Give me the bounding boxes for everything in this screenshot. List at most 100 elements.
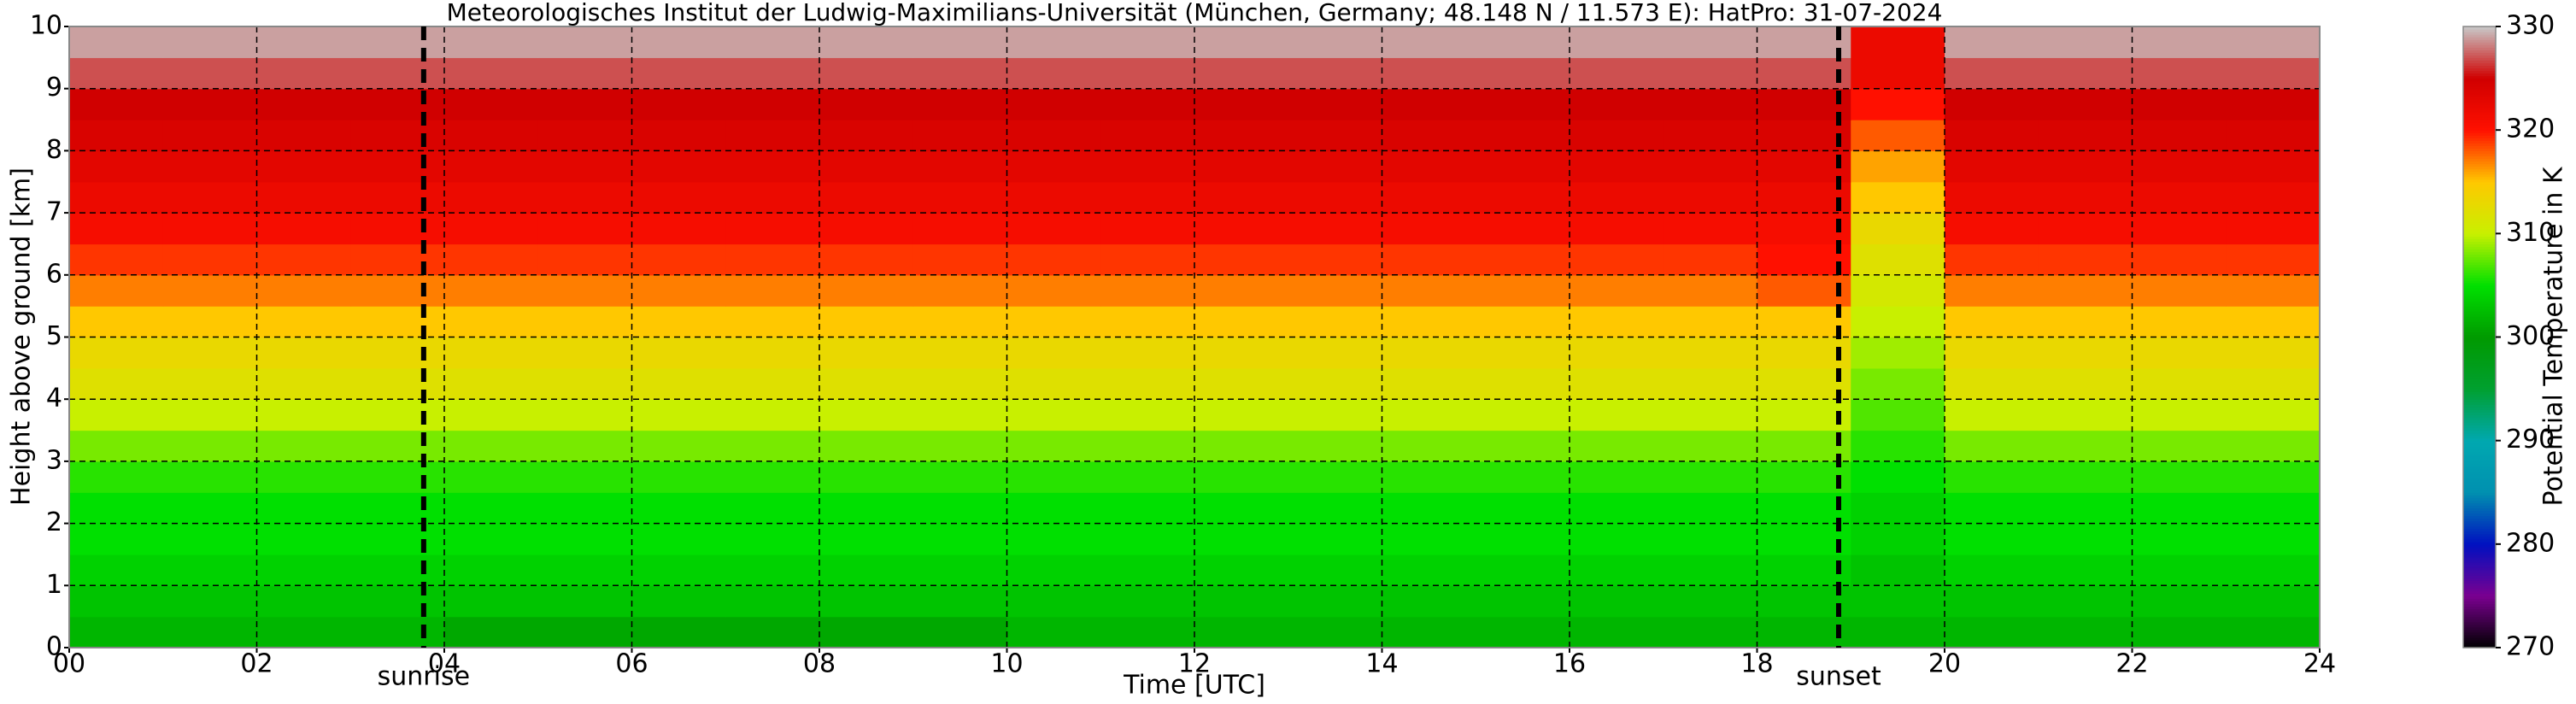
annotation-label: sunset <box>1796 662 1881 692</box>
heat-cell <box>1851 523 1945 555</box>
heat-cell <box>1757 616 1851 648</box>
colorbar-step <box>2463 130 2496 133</box>
heat-cell <box>912 523 1008 555</box>
colorbar-step <box>2463 349 2496 354</box>
colorbar-step <box>2463 461 2496 465</box>
x-tick-label: 24 <box>2303 649 2336 679</box>
heat-cell <box>444 88 539 120</box>
heat-cell <box>725 492 820 525</box>
y-tick-label: 4 <box>46 384 62 414</box>
colorbar-step <box>2463 342 2496 346</box>
heat-cell <box>256 337 351 369</box>
heat-cell <box>1194 26 1289 58</box>
heat-cell <box>537 554 633 586</box>
heat-cell <box>1288 57 1383 90</box>
colorbar-step <box>2463 380 2496 384</box>
heat-cell <box>1757 120 1851 151</box>
heat-cell <box>2038 26 2133 58</box>
heat-cell <box>256 554 351 586</box>
heat-cell <box>2226 274 2321 307</box>
heat-cell <box>1194 492 1289 525</box>
colorbar-tick-label: 280 <box>2506 528 2555 558</box>
heat-cell <box>1570 150 1664 183</box>
heat-cell <box>1945 430 2039 462</box>
heat-cell <box>1851 243 1945 276</box>
colorbar-step <box>2463 114 2496 118</box>
heat-cell <box>1100 306 1195 338</box>
heat-cell <box>537 57 633 90</box>
heat-cell <box>1663 554 1758 586</box>
colorbar-step <box>2463 427 2496 431</box>
heat-cell <box>2038 243 2133 276</box>
y-tick-label: 0 <box>46 632 62 662</box>
heat-cell <box>1945 337 2039 369</box>
colorbar-step <box>2463 590 2496 594</box>
heat-cell <box>1663 616 1758 648</box>
heat-cell <box>725 213 820 245</box>
heat-cell <box>1570 399 1664 431</box>
heat-cell <box>725 306 820 338</box>
heat-cell <box>537 367 633 400</box>
heat-cell <box>69 88 164 120</box>
heat-cell <box>1570 523 1664 555</box>
heat-cell <box>912 88 1008 120</box>
heat-cell <box>912 181 1008 214</box>
heat-cell <box>1757 523 1851 555</box>
colorbar-step <box>2463 163 2496 167</box>
heat-cell <box>1663 461 1758 493</box>
heat-cell <box>1194 243 1289 276</box>
heat-cell <box>69 554 164 586</box>
colorbar-step <box>2463 603 2496 607</box>
colorbar-step <box>2463 202 2496 206</box>
heat-cell <box>725 461 820 493</box>
colorbar-step <box>2463 352 2496 356</box>
colorbar-step <box>2463 125 2496 128</box>
colorbar-step <box>2463 70 2496 74</box>
heat-cell <box>1382 430 1476 462</box>
colorbar-step <box>2463 181 2496 185</box>
colorbar-step <box>2463 510 2496 514</box>
heat-cell <box>2226 554 2321 586</box>
heat-cell <box>1006 554 1101 586</box>
heat-cell <box>1288 243 1383 276</box>
heat-cell <box>725 585 820 618</box>
colorbar-step <box>2463 355 2496 359</box>
heat-cell <box>1006 337 1101 369</box>
heat-cell <box>1100 399 1195 431</box>
heat-cell <box>819 461 914 493</box>
heat-cell <box>1945 213 2039 245</box>
y-tick-label: 10 <box>30 11 62 41</box>
colorbar-step <box>2463 453 2496 457</box>
heat-cell <box>350 399 445 431</box>
heat-cell <box>162 399 258 431</box>
heat-cell <box>162 120 258 151</box>
heat-cell <box>2038 461 2133 493</box>
heat-cell <box>819 430 914 462</box>
colorbar-step <box>2463 210 2496 214</box>
heat-cell <box>1194 523 1289 555</box>
heat-cell <box>162 26 258 58</box>
heat-cell <box>1757 367 1851 400</box>
heat-cell <box>69 492 164 525</box>
colorbar-step <box>2463 384 2496 387</box>
colorbar-tick-label: 330 <box>2506 11 2555 41</box>
colorbar-step <box>2463 158 2496 162</box>
heat-cell <box>912 461 1008 493</box>
heat-cell <box>631 274 726 307</box>
heat-cell <box>631 337 726 369</box>
heat-cell <box>2038 337 2133 369</box>
heat-cell <box>1663 306 1758 338</box>
heat-cell <box>444 367 539 400</box>
heat-cell <box>2132 430 2227 462</box>
colorbar-step <box>2463 132 2496 136</box>
heat-cell <box>1945 150 2039 183</box>
heat-cell <box>819 399 914 431</box>
heat-cell <box>912 57 1008 90</box>
heat-cell <box>1757 306 1851 338</box>
colorbar-step <box>2463 311 2496 314</box>
heat-cell <box>912 213 1008 245</box>
colorbar-step <box>2463 197 2496 201</box>
heat-cell <box>1194 306 1289 338</box>
heat-cell <box>1851 88 1945 120</box>
heat-cell <box>631 492 726 525</box>
